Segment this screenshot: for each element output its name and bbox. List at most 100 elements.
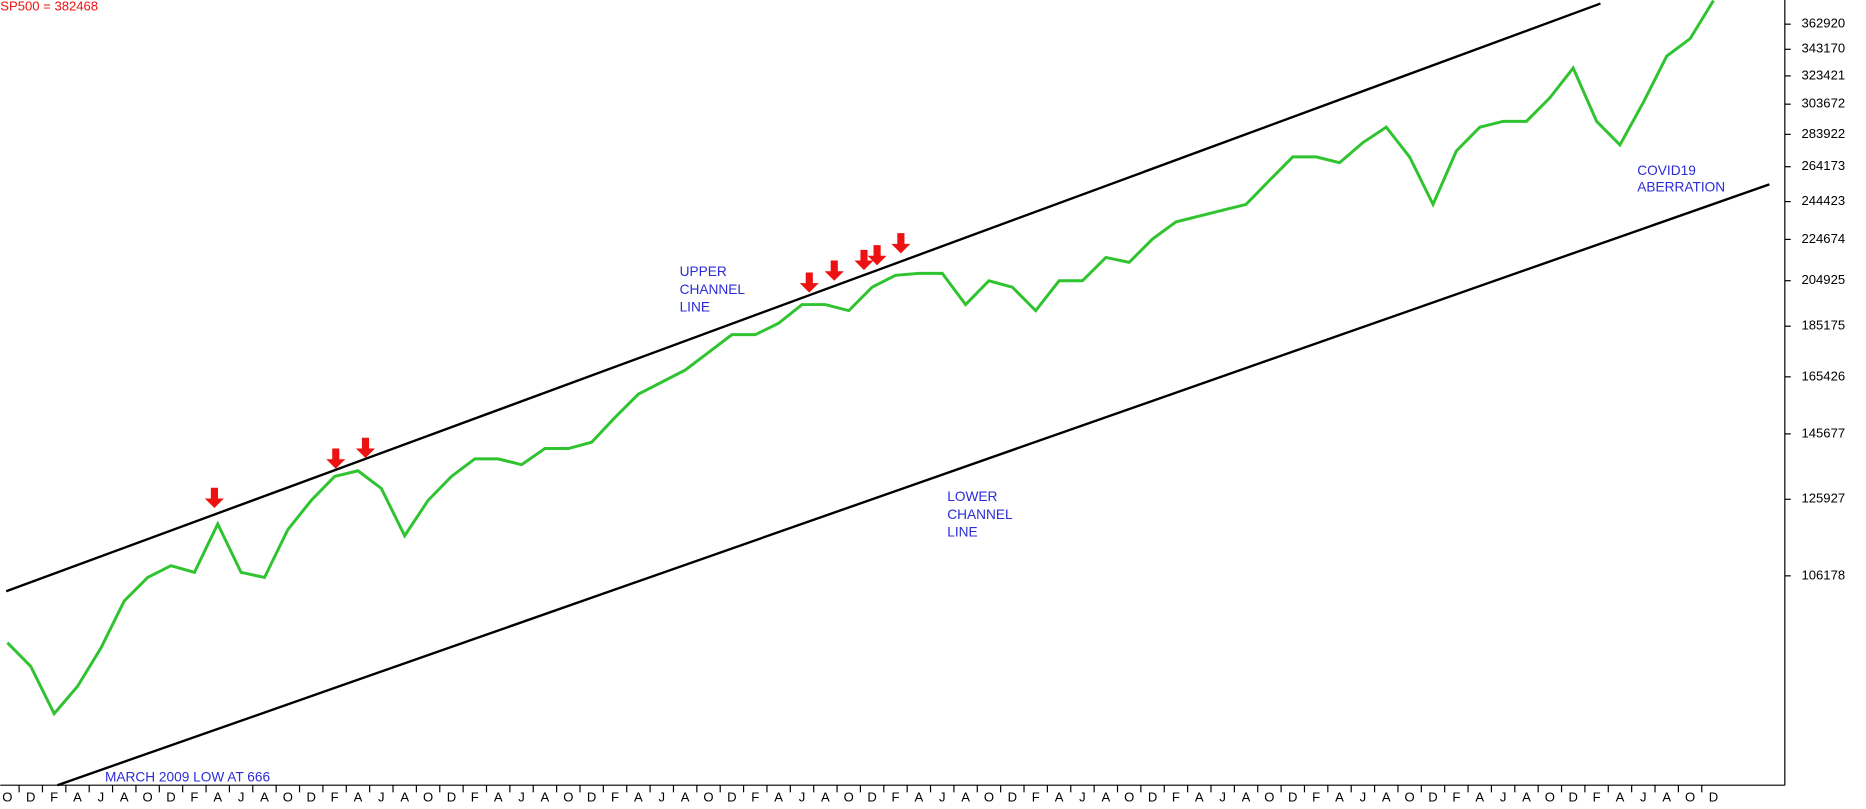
x-tick-label: A [914,790,923,805]
x-tick-label: A [1616,790,1625,805]
arrow [854,249,874,271]
x-tick-label: O [143,790,153,805]
chart-title: SP500 = 382468 [0,0,98,14]
price-line [6,0,1715,717]
x-tick-label: J [799,790,806,805]
resistance-arrows [204,233,911,509]
x-tick-label: F [1172,790,1180,805]
x-tick-label: F [611,790,619,805]
x-tick-label: A [1242,790,1251,805]
x-tick-label: D [587,790,596,805]
annotation: MARCH 2009 LOW AT 666 [105,770,270,785]
x-tick-label: O [1405,790,1415,805]
x-tick-label: A [1101,790,1110,805]
x-tick-label: J [98,790,105,805]
x-tick-label: O [1124,790,1134,805]
x-tick-label: F [1312,790,1320,805]
x-tick-label: A [961,790,970,805]
y-tick-label: 303672 [1801,96,1845,111]
x-tick-label: J [939,790,946,805]
arrow [891,233,911,254]
annotation: LOWER [947,489,997,504]
arrow [204,487,224,509]
x-tick-label: F [471,790,479,805]
x-tick-label: A [1195,790,1204,805]
x-tick-label: O [1264,790,1274,805]
x-tick-label: D [867,790,876,805]
arrow [824,260,844,281]
annotation: CHANNEL [947,507,1013,522]
x-tick-label: J [238,790,245,805]
x-tick-label: A [1475,790,1484,805]
y-tick-label: 264173 [1801,158,1845,173]
x-tick-label: J [1640,790,1647,805]
x-tick-label: O [703,790,713,805]
x-tick-label: A [354,790,363,805]
annotation: LINE [680,300,710,315]
x-tick-label: J [659,790,666,805]
annotation: ABERRATION [1637,180,1725,195]
x-tick-label: A [1522,790,1531,805]
annotation: LINE [947,525,977,540]
x-tick-label: D [1008,790,1017,805]
y-tick-label: 343170 [1801,41,1845,56]
y-tick-label: 362920 [1801,16,1845,31]
x-tick-label: O [1685,790,1695,805]
x-tick-label: F [1593,790,1601,805]
y-tick-label: 106178 [1801,567,1845,582]
y-tick-label: 323421 [1801,67,1845,82]
x-tick-label: J [518,790,525,805]
x-tick-label: D [1709,790,1718,805]
x-tick-label: A [400,790,409,805]
x-tick-label: A [1055,790,1064,805]
x-tick-label: J [1500,790,1507,805]
x-tick-label: A [774,790,783,805]
arrow [355,437,376,459]
x-tick-label: F [1452,790,1460,805]
x-tick-label: A [1335,790,1344,805]
x-tick-label: O [423,790,433,805]
y-tick-label: 145677 [1801,425,1845,440]
x-tick-label: D [1568,790,1577,805]
x-tick-label: A [494,790,503,805]
x-tick-label: A [1382,790,1391,805]
x-tick-label: J [378,790,385,805]
lower-channel-line [56,183,1770,787]
y-tick-label: 125927 [1801,491,1845,506]
x-tick-label: O [844,790,854,805]
x-tick-label: J [1219,790,1226,805]
x-tick-label: F [331,790,339,805]
y-tick-label: 165426 [1801,368,1845,383]
arrow [326,448,346,469]
x-tick-label: J [1079,790,1086,805]
x-tick-label: D [1148,790,1157,805]
x-tick-label: F [751,790,759,805]
y-tick-label: 224674 [1801,231,1845,246]
x-tick-label: A [634,790,643,805]
x-tick-label: A [1662,790,1671,805]
x-tick-label: O [563,790,573,805]
x-tick-label: J [1360,790,1367,805]
x-tick-label: A [213,790,222,805]
x-tick-label: D [727,790,736,805]
x-tick-label: D [1288,790,1297,805]
x-tick-label: A [681,790,690,805]
y-tick-label: 204925 [1801,272,1845,287]
annotation: UPPER [680,264,727,279]
x-tick-label: D [1428,790,1437,805]
x-tick-label: A [821,790,830,805]
x-tick-label: A [541,790,550,805]
x-tick-label: O [283,790,293,805]
x-tick-label: F [50,790,58,805]
x-tick-label: A [260,790,269,805]
x-tick-label: O [2,790,12,805]
upper-channel-line [5,2,1601,593]
y-tick-label: 244423 [1801,193,1845,208]
price-series [6,0,1715,717]
x-tick-label: A [73,790,82,805]
arrow [867,245,887,266]
x-tick-label: D [26,790,35,805]
x-tick-label: F [1032,790,1040,805]
